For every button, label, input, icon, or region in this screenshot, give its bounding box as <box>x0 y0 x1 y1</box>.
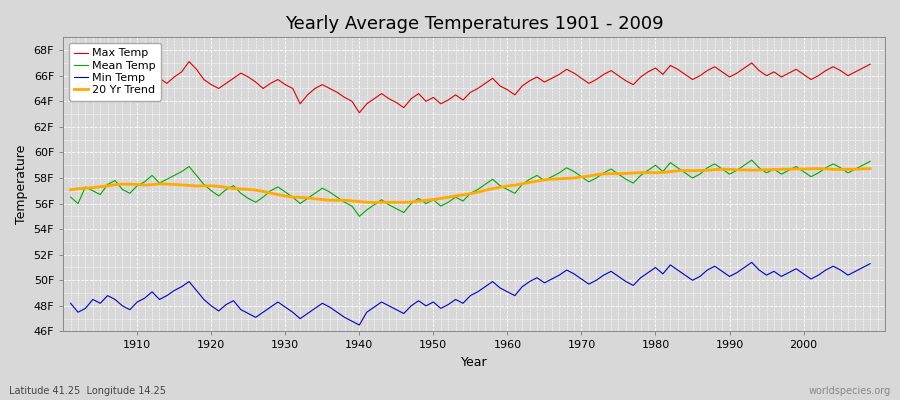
Mean Temp <box>598 170 609 175</box>
Text: worldspecies.org: worldspecies.org <box>809 386 891 396</box>
Max Temp <box>184 59 194 64</box>
Text: Latitude 41.25  Longitude 14.25: Latitude 41.25 Longitude 14.25 <box>9 386 166 396</box>
Max Temp <box>517 84 527 88</box>
Max Temp <box>124 90 135 95</box>
Legend: Max Temp, Mean Temp, Min Temp, 20 Yr Trend: Max Temp, Mean Temp, Min Temp, 20 Yr Tre… <box>68 43 161 101</box>
Min Temp <box>287 310 298 315</box>
20 Yr Trend <box>502 184 513 188</box>
Min Temp <box>509 293 520 298</box>
Min Temp <box>124 307 135 312</box>
X-axis label: Year: Year <box>461 356 488 369</box>
Min Temp <box>332 310 343 315</box>
20 Yr Trend <box>813 166 824 171</box>
Mean Temp <box>509 191 520 196</box>
Min Temp <box>746 260 757 265</box>
Max Temp <box>339 95 350 100</box>
Max Temp <box>606 68 616 73</box>
Mean Temp <box>354 214 364 219</box>
Min Temp <box>354 323 364 328</box>
20 Yr Trend <box>598 172 609 176</box>
Max Temp <box>65 98 76 102</box>
Max Temp <box>509 92 520 97</box>
Min Temp <box>65 301 76 306</box>
Mean Temp <box>746 158 757 162</box>
Mean Temp <box>332 195 343 200</box>
Line: Min Temp: Min Temp <box>70 262 870 325</box>
Max Temp <box>865 62 876 66</box>
20 Yr Trend <box>509 183 520 188</box>
20 Yr Trend <box>332 198 343 203</box>
20 Yr Trend <box>287 194 298 199</box>
Title: Yearly Average Temperatures 1901 - 2009: Yearly Average Temperatures 1901 - 2009 <box>284 15 663 33</box>
Min Temp <box>502 289 513 294</box>
20 Yr Trend <box>369 200 380 205</box>
Mean Temp <box>287 195 298 200</box>
20 Yr Trend <box>865 166 876 171</box>
20 Yr Trend <box>124 182 135 186</box>
Max Temp <box>354 110 364 115</box>
Mean Temp <box>124 191 135 196</box>
Y-axis label: Temperature: Temperature <box>15 145 28 224</box>
Mean Temp <box>865 159 876 164</box>
Min Temp <box>865 261 876 266</box>
Min Temp <box>598 273 609 278</box>
Mean Temp <box>502 187 513 192</box>
Line: 20 Yr Trend: 20 Yr Trend <box>70 169 870 202</box>
Max Temp <box>294 102 305 106</box>
Line: Mean Temp: Mean Temp <box>70 160 870 216</box>
Line: Max Temp: Max Temp <box>70 62 870 113</box>
20 Yr Trend <box>65 188 76 192</box>
Mean Temp <box>65 195 76 200</box>
